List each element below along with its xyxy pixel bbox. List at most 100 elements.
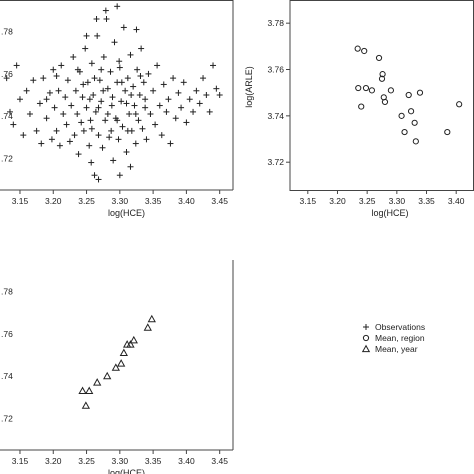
data-point xyxy=(140,79,147,86)
data-point xyxy=(123,100,130,107)
data-point xyxy=(444,128,451,136)
y-tick-label: .76 xyxy=(1,69,13,79)
data-point xyxy=(160,81,167,88)
data-point xyxy=(104,111,111,117)
x-axis-ticks: 3.15 3.20 3.25 3.30 3.35 3.40 xyxy=(300,190,465,206)
data-point xyxy=(200,75,207,82)
data-point xyxy=(38,140,45,147)
data-point xyxy=(411,119,418,126)
data-point xyxy=(87,117,94,124)
y-tick-label: .72 xyxy=(1,413,13,423)
data-point xyxy=(79,94,86,101)
data-point xyxy=(43,115,50,122)
data-point xyxy=(95,176,102,183)
data-point xyxy=(16,96,23,103)
data-point xyxy=(136,92,143,98)
data-point xyxy=(124,75,131,82)
x-axis-title: log(HCE) xyxy=(371,208,408,218)
x-tick-label: 3.20 xyxy=(329,196,346,206)
data-point xyxy=(119,348,128,357)
data-point xyxy=(55,87,62,94)
data-point xyxy=(216,92,223,98)
data-point xyxy=(128,92,135,98)
data-point xyxy=(381,98,389,106)
data-point xyxy=(53,127,60,134)
data-point xyxy=(93,378,102,386)
data-point xyxy=(147,111,154,117)
y-tick-label: 3.72 xyxy=(267,157,284,167)
data-point xyxy=(102,7,109,14)
data-point xyxy=(103,371,112,380)
data-point xyxy=(111,39,118,46)
data-points xyxy=(78,314,156,409)
data-point xyxy=(82,45,89,52)
data-point xyxy=(56,142,63,149)
y-axis-ticks: 3.72 3.74 3.76 3.78 xyxy=(267,18,290,167)
data-point xyxy=(102,117,109,124)
data-point xyxy=(412,138,419,145)
data-point xyxy=(33,127,40,134)
data-point xyxy=(62,94,69,101)
data-point xyxy=(379,71,386,78)
data-point xyxy=(126,340,135,348)
x-tick-label: 3.30 xyxy=(112,196,129,206)
data-point xyxy=(83,104,90,111)
data-point xyxy=(68,102,75,109)
data-point xyxy=(186,96,193,103)
x-tick-label: 3.20 xyxy=(45,196,62,206)
data-point xyxy=(50,66,57,73)
data-point xyxy=(147,314,156,323)
x-axis-ticks: 3.15 3.20 3.25 3.30 3.35 3.40 3.45 xyxy=(12,190,228,206)
x-tick-label: 3.35 xyxy=(145,456,162,466)
legend-marker-circle xyxy=(362,334,370,342)
data-point xyxy=(142,104,149,111)
x-tick-label: 3.35 xyxy=(418,196,435,206)
data-point xyxy=(137,73,144,79)
x-tick-label: 3.35 xyxy=(145,196,162,206)
x-axis-title: log(HCE) xyxy=(108,468,145,474)
data-point xyxy=(26,111,33,117)
data-point xyxy=(3,75,10,82)
data-point xyxy=(120,24,127,31)
x-tick-label: 3.45 xyxy=(211,196,228,206)
data-point xyxy=(48,136,55,143)
data-point xyxy=(134,66,141,73)
data-point xyxy=(30,77,37,84)
data-point xyxy=(154,62,161,69)
data-point xyxy=(108,127,115,134)
data-point xyxy=(362,84,370,92)
data-point xyxy=(118,98,125,105)
data-point xyxy=(91,75,98,82)
data-point xyxy=(180,79,187,86)
y-tick-label: .74 xyxy=(1,111,13,121)
data-point xyxy=(13,62,20,69)
x-axis-title: log(HCE) xyxy=(108,208,145,218)
data-point xyxy=(143,136,150,143)
data-point xyxy=(133,26,140,33)
legend-marker-plus xyxy=(363,324,369,330)
data-point xyxy=(99,144,106,151)
data-point xyxy=(108,102,115,109)
data-point xyxy=(175,89,182,96)
data-point xyxy=(178,104,185,111)
data-point xyxy=(58,62,65,69)
y-tick-label: .74 xyxy=(1,371,13,381)
data-point xyxy=(183,119,190,126)
data-point xyxy=(165,96,172,103)
data-point xyxy=(80,81,87,88)
data-point xyxy=(375,54,383,62)
data-point xyxy=(116,58,123,65)
data-point xyxy=(196,100,203,107)
data-point xyxy=(84,79,91,86)
y-axis-ticks: .72 .74 .76 .78 xyxy=(1,27,13,164)
data-point xyxy=(95,132,102,139)
x-tick-label: 3.40 xyxy=(448,196,465,206)
data-point xyxy=(71,132,78,139)
data-point xyxy=(86,142,93,149)
data-point xyxy=(103,16,110,22)
data-point xyxy=(405,91,412,99)
panel-p1: 3.15 3.20 3.25 3.30 3.35 3.40 3.45 .72 .74 .76 .78… xyxy=(0,0,234,218)
data-point xyxy=(92,108,99,115)
y-tick-label: .72 xyxy=(1,153,13,163)
